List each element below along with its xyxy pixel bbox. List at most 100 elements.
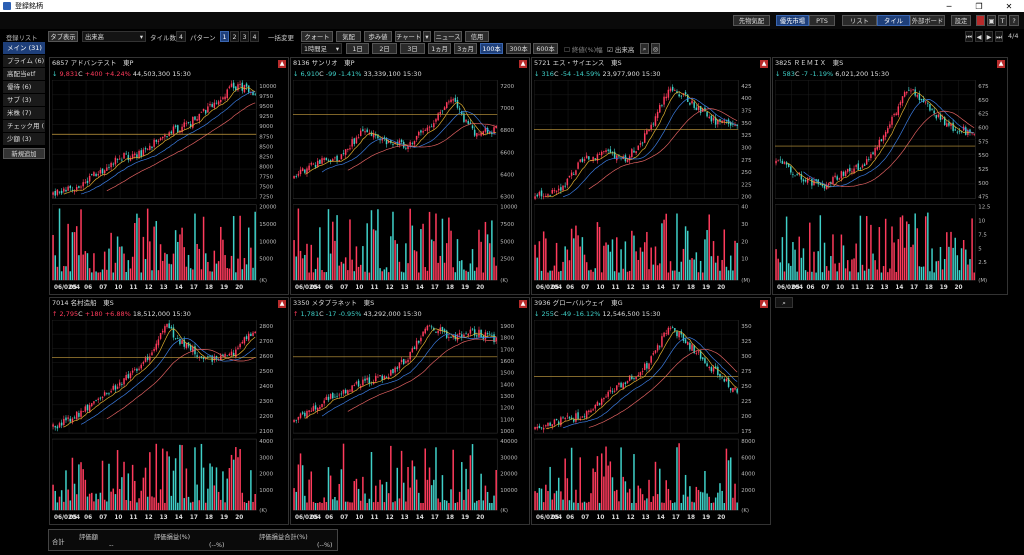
chart-area[interactable]: 425 400 375 350 325 300 275 250 225 200 40 30 20 10 (M… — [534, 80, 768, 292]
pts-button[interactable]: PTS — [809, 15, 835, 26]
chart-area[interactable]: 675 650 625 600 575 550 525 500 475 12.5 10 7.5 5 2.5… — [775, 80, 1005, 292]
range-3d-button[interactable]: 3日 — [400, 43, 425, 54]
count-600-button[interactable]: 600本 — [533, 43, 558, 54]
chart-area[interactable]: 7200 7000 6800 6600 6400 6300 10000 7500 5000 250… — [293, 80, 527, 292]
volume-bar — [607, 465, 609, 511]
candle-body — [458, 332, 461, 335]
sidebar-item-small[interactable]: 少額 (3) — [3, 133, 45, 146]
close-icon[interactable]: ✕ — [1005, 1, 1013, 11]
volume-bar — [727, 460, 730, 511]
maximize-icon[interactable]: ❐ — [975, 1, 983, 11]
volume-bar — [590, 493, 592, 511]
candle-body — [712, 117, 715, 121]
candle-body — [181, 126, 183, 132]
sidebar-item-prime[interactable]: プライム (6) — [3, 55, 45, 68]
candle-body — [579, 418, 581, 420]
close-range-checkbox[interactable]: ☐ 終値(%)幅 — [564, 46, 603, 54]
alert-icon[interactable]: ▲ — [760, 60, 768, 68]
help-icon[interactable]: ? — [1009, 15, 1019, 26]
stock-tile[interactable]: 7014 名村造船 東S ▲ ↑ 2,795C +180 +6.88% 18,51… — [49, 297, 289, 525]
add-tile-search-icon[interactable]: ⌕ — [775, 297, 793, 308]
candle-body — [114, 157, 117, 165]
count-300-button[interactable]: 300本 — [506, 43, 531, 54]
prev-page-icon[interactable]: ◀ — [975, 31, 983, 42]
ayumi-button[interactable]: 歩み値 — [364, 31, 392, 42]
sidebar-item-sub[interactable]: サブ (3) — [3, 94, 45, 107]
candle-body — [667, 327, 670, 335]
sidebar-item-yutai[interactable]: 優待 (6) — [3, 81, 45, 94]
range-1m-button[interactable]: 1ヵ月 — [428, 43, 451, 54]
chart-area[interactable]: 1900 1800 1700 1600 1500 1400 1300 1200 1100 1000… — [293, 320, 527, 522]
chart-area[interactable]: 10000 9750 9500 9250 9000 8750 8500 8250 8000 775… — [52, 80, 286, 292]
tile-view-button[interactable]: タイル — [877, 15, 910, 26]
alert-icon[interactable]: ▲ — [278, 300, 286, 308]
pattern-4-button[interactable]: 4 — [250, 31, 259, 42]
volume-bar — [159, 489, 162, 511]
expand-icon[interactable]: ▣ — [987, 15, 996, 26]
candle-body — [445, 102, 448, 108]
candle-body — [819, 183, 822, 185]
volume-checkbox[interactable]: ☑ 出来高 — [607, 46, 635, 54]
range-2d-button[interactable]: 2日 — [372, 43, 397, 54]
yusen-button[interactable]: 優先市場 — [776, 15, 809, 26]
next-page-icon[interactable]: ▶ — [985, 31, 993, 42]
font-size-icon[interactable]: T — [998, 15, 1007, 26]
chart-button[interactable]: チャート — [395, 31, 421, 42]
stock-tile[interactable]: 3936 グローバルウェイ 東G ▲ ↓ 255C -49 -16.12% 12,… — [531, 297, 771, 525]
candle-body — [357, 137, 360, 139]
chart-area[interactable]: 2800 2700 2600 2500 2400 2300 2200 2100 4000 3000… — [52, 320, 286, 522]
pattern-2-button[interactable]: 2 — [230, 31, 239, 42]
volume-tick-label: 1000 — [259, 488, 273, 494]
edit-icon[interactable] — [976, 15, 985, 26]
sidebar-item-check[interactable]: チェック用 ( — [3, 120, 45, 133]
candle-body — [555, 419, 558, 420]
stock-tile[interactable]: 5721 エス・サイエンス 東S ▲ ↓ 316C -54 -14.59% 23,… — [531, 57, 771, 295]
candle-body — [570, 172, 573, 176]
volume-bar — [170, 495, 173, 511]
pattern-1-button[interactable]: 1 — [220, 31, 229, 42]
first-page-icon[interactable]: ⏮ — [965, 31, 973, 42]
chart-area[interactable]: 350 325 300 275 250 225 200 175 8000 6000 4000 2000… — [534, 320, 768, 522]
stock-tile[interactable]: 6857 アドバンテスト 東P ▲ ↓ 9,831C +400 +4.24% 44… — [49, 57, 289, 295]
stock-tile[interactable]: 3825 ＲＥＭＩＸ 東S ▲ ↓ 583C -7 -1.19% 6,021,20… — [772, 57, 1008, 295]
settings-button[interactable]: 設定 — [951, 15, 971, 26]
sidebar-item-us[interactable]: 米株 (7) — [3, 107, 45, 120]
shinyo-button[interactable]: 信用 — [465, 31, 489, 42]
volume-bar — [340, 261, 343, 281]
volume-bar — [224, 255, 226, 281]
alert-icon[interactable]: ▲ — [997, 60, 1005, 68]
news-button[interactable]: ニュース — [434, 31, 462, 42]
volume-bar — [413, 466, 416, 511]
sidebar-item-main[interactable]: メイン (31) — [3, 42, 45, 55]
count-100-button[interactable]: 100本 — [480, 43, 503, 54]
add-list-button[interactable]: 新規追加 — [3, 148, 45, 159]
display-select[interactable]: 出来高 ▾ — [82, 31, 146, 42]
candle-body — [493, 334, 495, 343]
chart-dropdown-icon[interactable]: ▾ — [423, 31, 431, 42]
kehai-button[interactable]: 気配 — [336, 31, 361, 42]
stock-tile[interactable]: 3350 メタプラネット 東S ▲ ↑ 1,781C -17 -0.95% 43,… — [290, 297, 530, 525]
range-3m-button[interactable]: 3ヵ月 — [454, 43, 477, 54]
minimize-icon[interactable]: ─ — [946, 1, 952, 11]
board-button[interactable]: 外部ボード — [910, 15, 945, 26]
alert-icon[interactable]: ▲ — [760, 300, 768, 308]
candle-body — [299, 413, 302, 418]
last-page-icon[interactable]: ⏭ — [995, 31, 1003, 42]
tab-display-button[interactable]: タブ表示 — [48, 31, 78, 42]
list-view-button[interactable]: リスト — [842, 15, 877, 26]
alert-icon[interactable]: ▲ — [519, 300, 527, 308]
volume-bar — [954, 237, 956, 281]
alert-icon[interactable]: ▲ — [519, 60, 527, 68]
candle-body — [127, 155, 130, 161]
alert-icon[interactable]: ▲ — [278, 60, 286, 68]
search-icon[interactable]: ⌕ — [640, 43, 649, 54]
pattern-3-button[interactable]: 3 — [240, 31, 249, 42]
period-select[interactable]: 1時間足 ▾ — [301, 43, 342, 54]
sidebar-item-etf[interactable]: 高配当etf — [3, 68, 45, 81]
camera-icon[interactable]: ◎ — [651, 43, 660, 54]
quote-button[interactable]: クォート — [301, 31, 333, 42]
stock-tile[interactable]: 8136 サンリオ 東P ▲ ↓ 6,910C -99 -1.41% 33,339… — [290, 57, 530, 295]
range-1d-button[interactable]: 1日 — [346, 43, 369, 54]
tile-count-input[interactable]: 4 — [176, 31, 186, 42]
sakimono-button[interactable]: 先物気配 — [733, 15, 770, 26]
